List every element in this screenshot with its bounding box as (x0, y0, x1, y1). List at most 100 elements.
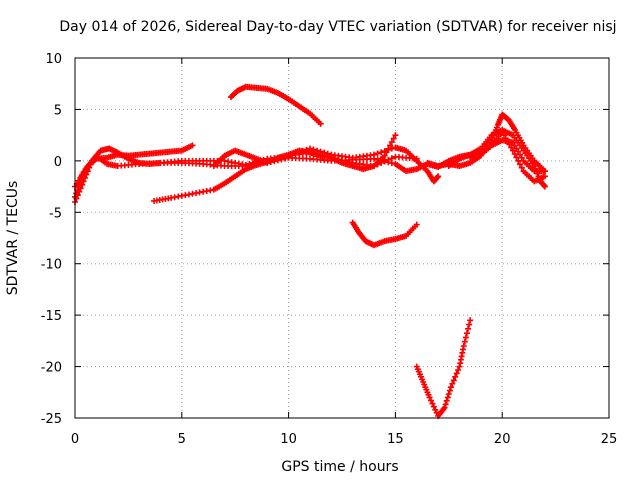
data-point (513, 145, 520, 152)
data-point (463, 330, 470, 337)
data-point (460, 343, 467, 349)
data-point (388, 139, 395, 145)
series-5 (210, 129, 548, 185)
data-point (452, 373, 459, 380)
x-tick-label: 10 (280, 432, 297, 447)
data-point (413, 155, 420, 162)
data-point (390, 135, 397, 142)
data-point (79, 181, 86, 188)
data-point (381, 152, 388, 159)
plot-frame (74, 57, 610, 419)
data-point (446, 387, 453, 394)
data-point (264, 159, 271, 166)
data-point (447, 384, 454, 391)
x-tick-label: 5 (178, 432, 186, 447)
data-point (442, 401, 449, 408)
y-axis-label: SDTVAR / TECUs (5, 181, 21, 296)
data-point (317, 120, 324, 127)
data-point (428, 397, 434, 404)
data-point (267, 159, 274, 166)
data-point (374, 156, 381, 163)
y-tick-label: -15 (41, 309, 62, 324)
data-point (426, 394, 433, 401)
y-tick-label: 5 (54, 103, 62, 118)
data-point (509, 147, 516, 154)
data-point (392, 132, 399, 139)
data-point (455, 367, 462, 373)
data-point (73, 195, 80, 202)
series-4 (151, 132, 399, 204)
data-point (189, 142, 196, 149)
data-point (441, 404, 448, 411)
data-point (378, 149, 385, 156)
series-9 (227, 83, 324, 127)
y-tick-label: 0 (54, 155, 62, 170)
data-point (371, 155, 378, 162)
data-point (444, 394, 451, 401)
y-tick-label: -20 (41, 361, 62, 376)
data-point (429, 400, 436, 407)
data-point (445, 391, 452, 397)
data-point (74, 192, 81, 199)
data-point (278, 156, 285, 163)
data-point (383, 149, 390, 156)
x-tick-label: 25 (601, 432, 618, 447)
data-point (518, 154, 525, 161)
data-point (511, 142, 518, 149)
data-points (72, 83, 548, 419)
y-tick-label: -5 (49, 206, 62, 221)
x-tick-label: 20 (494, 432, 511, 447)
series-10 (349, 219, 420, 249)
data-point (517, 151, 523, 158)
data-point (374, 150, 381, 157)
data-point (413, 221, 420, 228)
data-point (453, 370, 460, 377)
data-point (450, 377, 457, 384)
data-point (541, 183, 548, 190)
y-tick-label: -25 (41, 412, 62, 427)
data-point (465, 325, 472, 332)
data-point (517, 161, 523, 168)
data-point (432, 406, 439, 413)
data-point (513, 154, 520, 161)
data-point (462, 334, 469, 341)
data-point (387, 142, 394, 149)
data-point (385, 159, 392, 166)
data-point (381, 158, 388, 165)
data-point (541, 168, 548, 175)
data-point (511, 151, 518, 157)
data-point (388, 160, 395, 167)
data-point (385, 145, 392, 152)
data-point (508, 144, 515, 151)
data-point (443, 397, 450, 404)
data-point (518, 164, 525, 171)
data-point (515, 157, 522, 164)
data-point (378, 157, 385, 164)
x-tick-label: 15 (387, 432, 404, 447)
data-point (449, 380, 456, 387)
data-point (282, 155, 289, 162)
data-point (541, 173, 548, 180)
x-axis-label: GPS time / hours (281, 459, 398, 475)
axes: 0 5 10 15 20 25 10 5 0 -5 -10 -15 -20 -25 (41, 52, 618, 447)
x-tick-label: 0 (71, 432, 79, 447)
series-8 (467, 137, 548, 175)
data-point (76, 188, 83, 195)
data-point (77, 185, 84, 192)
chart-title: Day 014 of 2026, Sidereal Day-to-day VTE… (59, 19, 616, 35)
data-point (467, 317, 474, 324)
data-point (466, 321, 473, 328)
series-7 (445, 127, 548, 190)
y-tick-label: 10 (45, 52, 62, 67)
data-point (435, 173, 442, 180)
data-point (271, 158, 278, 165)
data-point (509, 139, 516, 146)
series-11 (413, 317, 474, 419)
data-point (430, 403, 437, 410)
data-point (461, 338, 468, 345)
grid (75, 58, 609, 418)
y-tick-label: -10 (41, 258, 62, 273)
data-point (515, 148, 522, 155)
